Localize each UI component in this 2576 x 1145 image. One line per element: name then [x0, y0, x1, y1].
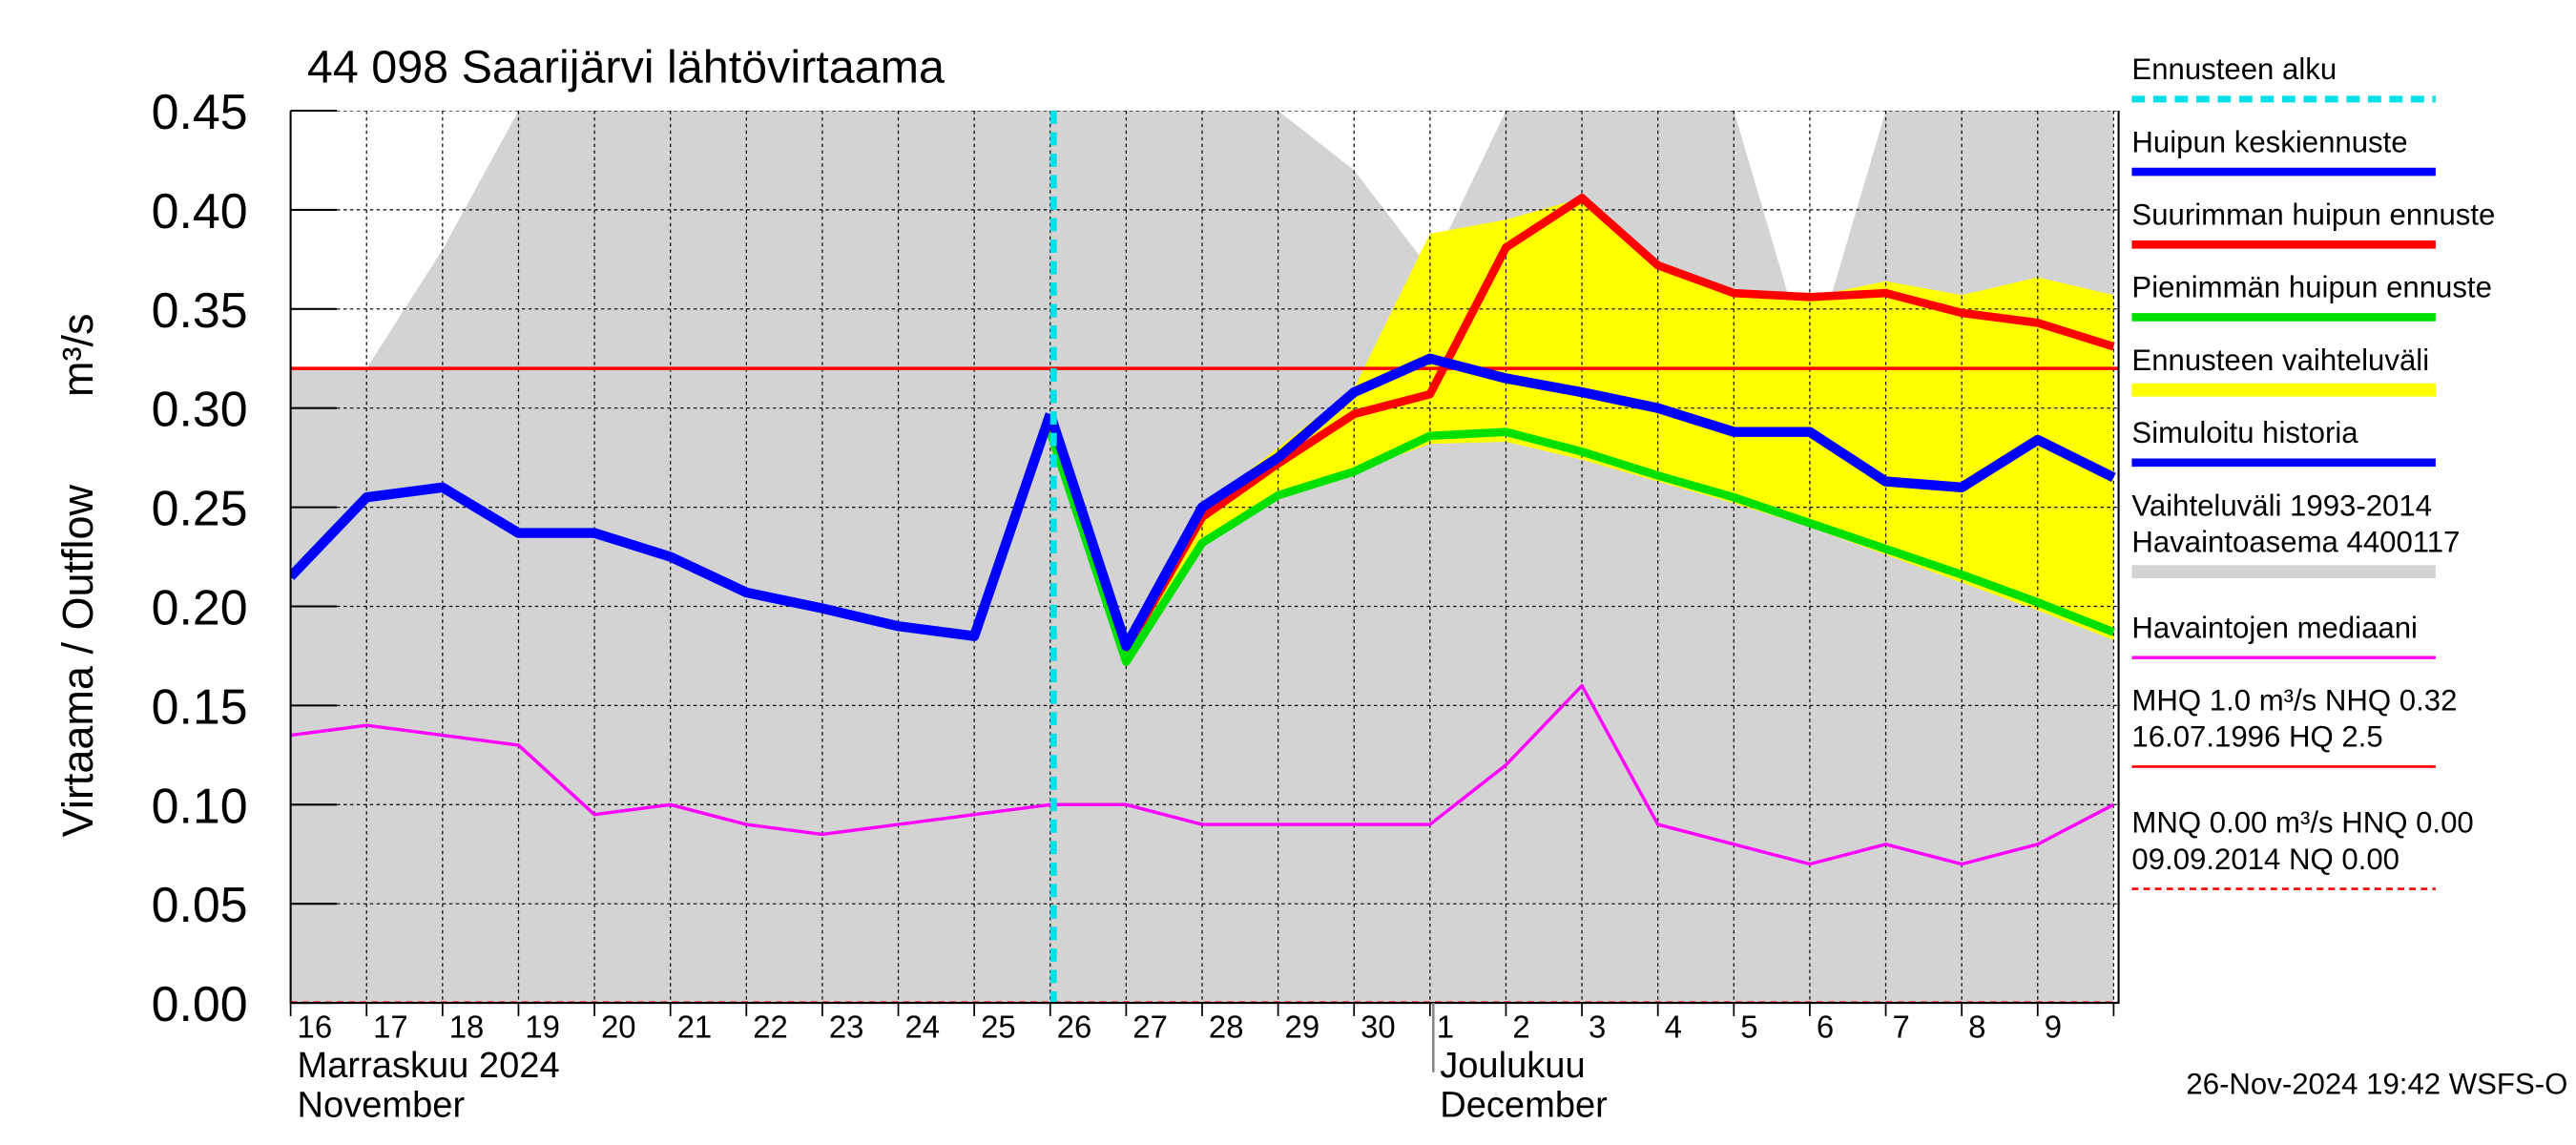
y-tick-label: 0.10	[152, 779, 248, 834]
x-tick-label: 18	[449, 1009, 485, 1044]
y-tick-label: 0.30	[152, 383, 248, 438]
x-tick-label: 9	[2045, 1009, 2062, 1044]
legend-label: Huipun keskiennuste	[2131, 125, 2407, 158]
x-tick-label: 8	[1968, 1009, 1985, 1044]
x-tick-label: 28	[1209, 1009, 1244, 1044]
footer: 26-Nov-2024 19:42 WSFS-O	[2186, 1067, 2567, 1100]
x-tick-label: 16	[298, 1009, 333, 1044]
x-tick-label: 23	[829, 1009, 864, 1044]
y-axis-unit: m³/s	[53, 314, 102, 398]
month-label: Joulukuu	[1440, 1046, 1585, 1086]
legend-label: 09.09.2014 NQ 0.00	[2131, 843, 2399, 876]
line-series	[1046, 194, 2115, 655]
x-tick-label: 17	[373, 1009, 408, 1044]
month-label: December	[1440, 1086, 1608, 1126]
plot	[290, 111, 2119, 1004]
x-tick-label: 3	[1589, 1009, 1606, 1044]
month-label: November	[298, 1086, 466, 1126]
legend-label: 16.07.1996 HQ 2.5	[2131, 720, 2382, 754]
y-axis-label: Virtaama / Outflow	[53, 484, 102, 837]
y-tick-label: 0.35	[152, 283, 248, 339]
legend-label: Havaintoasema 4400117	[2131, 525, 2460, 558]
y-tick-label: 0.00	[152, 977, 248, 1032]
x-tick-label: 20	[601, 1009, 636, 1044]
x-tick-label: 21	[677, 1009, 713, 1044]
x-tick-label: 27	[1132, 1009, 1168, 1044]
line-series	[1045, 353, 2116, 652]
legend-label: Havaintojen mediaani	[2131, 611, 2418, 644]
line-series	[290, 412, 1055, 641]
x-tick-label: 2	[1512, 1009, 1529, 1044]
y-tick-label: 0.25	[152, 482, 248, 537]
legend-label: Ennusteen vaihteluväli	[2131, 344, 2429, 377]
chart-title: 44 098 Saarijärvi lähtövirtaama	[307, 42, 945, 94]
y-tick-label: 0.40	[152, 184, 248, 239]
legend-label: Ennusteen alku	[2131, 52, 2337, 86]
x-tick-label: 1	[1437, 1009, 1454, 1044]
legend-label: MNQ 0.00 m³/s HNQ 0.00	[2131, 806, 2473, 840]
x-tick-label: 26	[1057, 1009, 1092, 1044]
x-tick-label: 5	[1740, 1009, 1757, 1044]
legend-label: Vaihteluväli 1993-2014	[2131, 489, 2432, 522]
x-tick-label: 24	[904, 1009, 940, 1044]
month-label: Marraskuu 2024	[298, 1046, 560, 1086]
y-tick-label: 0.45	[152, 85, 248, 140]
x-tick-label: 30	[1361, 1009, 1396, 1044]
x-tick-label: 19	[525, 1009, 560, 1044]
x-tick-label: 7	[1892, 1009, 1909, 1044]
legend-label: MHQ 1.0 m³/s NHQ 0.32	[2131, 684, 2457, 718]
y-tick-label: 0.05	[152, 878, 248, 933]
line-series	[1046, 427, 2115, 667]
y-tick-label: 0.20	[152, 581, 248, 636]
x-tick-label: 6	[1817, 1009, 1834, 1044]
legend-label: Simuloitu historia	[2131, 416, 2358, 449]
legend-label: Pienimmän huipun ennuste	[2131, 271, 2492, 304]
x-tick-label: 25	[981, 1009, 1016, 1044]
legend-label: Suurimman huipun ennuste	[2131, 198, 2495, 231]
x-tick-label: 4	[1665, 1009, 1682, 1044]
x-tick-label: 29	[1285, 1009, 1320, 1044]
y-tick-label: 0.15	[152, 679, 248, 735]
x-tick-label: 22	[753, 1009, 788, 1044]
axis-frame	[289, 111, 2120, 1005]
line-series	[290, 683, 2115, 866]
